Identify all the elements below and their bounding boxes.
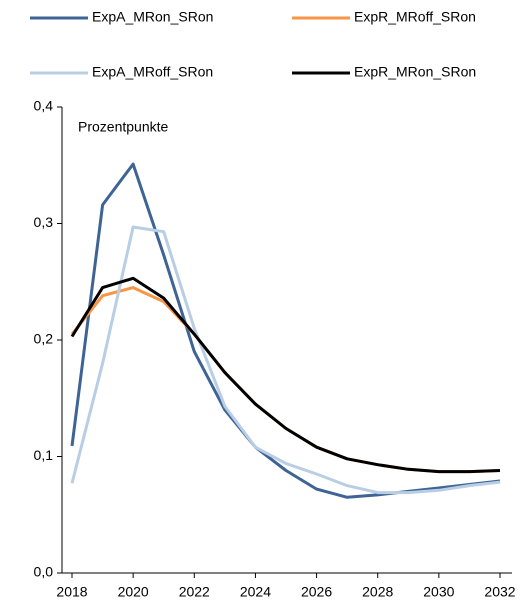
y-tick-label: 0,4 [34, 98, 54, 114]
series-line [70, 225, 501, 495]
x-tick-label: 2032 [484, 584, 515, 600]
x-tick-label: 2030 [423, 584, 454, 600]
x-tick-label: 2026 [301, 584, 332, 600]
x-tick-label: 2018 [56, 584, 87, 600]
y-tick-label: 0,2 [34, 331, 54, 347]
y-tick-label: 0,0 [34, 564, 54, 580]
series-line [70, 162, 501, 499]
legend-label: ExpR_MRoff_SRon [354, 9, 476, 25]
series-line [70, 276, 501, 474]
x-tick-label: 2020 [118, 584, 149, 600]
annotation: Prozentpunkte [78, 119, 168, 135]
legend-label: ExpA_MRoff_SRon [92, 64, 213, 80]
x-tick-label: 2028 [362, 584, 393, 600]
legend-label: ExpR_MRon_SRon [354, 64, 476, 80]
x-tick-label: 2024 [240, 584, 271, 600]
y-tick-label: 0,1 [34, 447, 54, 463]
series-line [70, 286, 501, 474]
legend-label: ExpA_MRon_SRon [92, 9, 213, 25]
x-tick-label: 2022 [179, 584, 210, 600]
y-tick-label: 0,3 [34, 214, 54, 230]
